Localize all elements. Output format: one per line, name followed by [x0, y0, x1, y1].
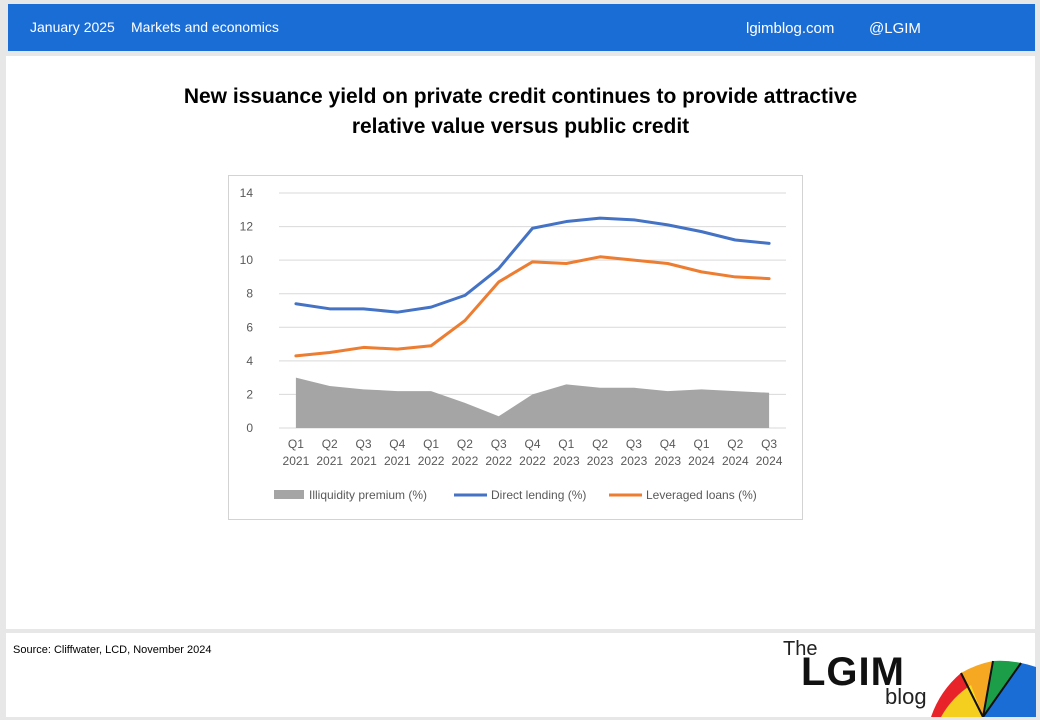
x-tick-label-quarter: Q1 [288, 437, 304, 451]
legend-swatch-area [274, 490, 304, 499]
x-tick-label-year: 2023 [587, 454, 614, 468]
header-section-link[interactable]: Markets and economics [131, 19, 279, 35]
x-tick-label-quarter: Q3 [491, 437, 507, 451]
logo-lgim-text: LGIM [801, 650, 905, 694]
legend-label: Illiquidity premium (%) [309, 488, 427, 502]
y-tick-label: 0 [246, 421, 253, 435]
legend-label: Direct lending (%) [491, 488, 586, 502]
y-axis: 0 2 4 6 8 10 12 14 [240, 186, 254, 435]
x-tick-label-year: 2024 [688, 454, 715, 468]
x-tick-label-quarter: Q1 [423, 437, 439, 451]
legend-label: Leveraged loans (%) [646, 488, 757, 502]
y-tick-label: 4 [246, 354, 253, 368]
y-tick-label: 2 [246, 387, 253, 401]
title-line-1: New issuance yield on private credit con… [183, 85, 858, 108]
legend: Illiquidity premium (%) Direct lending (%… [274, 488, 757, 502]
x-tick-label-quarter: Q2 [322, 437, 338, 451]
x-tick-label-year: 2024 [722, 454, 749, 468]
x-tick-label-quarter: Q3 [626, 437, 642, 451]
umbrella-logo-icon [931, 660, 1036, 717]
top-banner: January 2025 Markets and economics lgimb… [8, 4, 1035, 51]
y-tick-label: 12 [240, 220, 254, 234]
source-note: Source: Cliffwater, LCD, November 2024 [13, 644, 212, 656]
header-site-link[interactable]: lgimblog.com [746, 20, 835, 37]
x-tick-label-year: 2022 [452, 454, 479, 468]
y-tick-label: 10 [240, 253, 254, 267]
x-tick-label-quarter: Q2 [727, 437, 743, 451]
x-tick-label-quarter: Q3 [355, 437, 371, 451]
x-tick-label-quarter: Q4 [660, 437, 676, 451]
x-tick-label-year: 2022 [519, 454, 546, 468]
x-tick-label-quarter: Q4 [524, 437, 540, 451]
x-tick-label-quarter: Q1 [693, 437, 709, 451]
header-twitter-handle[interactable]: @LGIM [869, 20, 921, 37]
slide-body: New issuance yield on private credit con… [6, 56, 1035, 629]
x-axis: Q1 2021 Q2 2021 Q3 2021 Q4 2021 Q1 2022 Q2 2022 Q3 20… [283, 437, 783, 468]
header-date: January 2025 [30, 19, 115, 35]
x-tick-label-year: 2022 [485, 454, 512, 468]
y-tick-label: 6 [246, 320, 253, 334]
yield-chart: 0 2 4 6 8 10 12 14 Q1 2021 Q2 2021 Q3 2021 Q4 2021 Q1 20… [240, 186, 786, 502]
x-tick-label-quarter: Q2 [457, 437, 473, 451]
x-tick-label-year: 2021 [283, 454, 310, 468]
x-tick-label-year: 2023 [654, 454, 681, 468]
x-tick-label-year: 2021 [350, 454, 377, 468]
x-tick-label-year: 2023 [621, 454, 648, 468]
x-tick-label-year: 2024 [756, 454, 783, 468]
title-line-2: relative value versus public credit [351, 115, 690, 138]
series-area-illiquidity-premium [295, 377, 770, 428]
series-line-2 [294, 255, 771, 358]
x-tick-label-quarter: Q2 [592, 437, 608, 451]
footer-bar: Source: Cliffwater, LCD, November 2024 T… [6, 633, 1036, 717]
y-tick-label: 14 [240, 186, 254, 200]
y-tick-label: 8 [246, 287, 253, 301]
x-tick-label-quarter: Q3 [761, 437, 777, 451]
series-line-1 [294, 216, 771, 314]
logo-blog-text: blog [885, 684, 927, 709]
x-tick-label-quarter: Q1 [558, 437, 574, 451]
line-series [294, 216, 771, 358]
chart-frame: 0 2 4 6 8 10 12 14 Q1 2021 Q2 2021 Q3 2021 Q4 2021 Q1 20… [228, 175, 803, 520]
x-tick-label-quarter: Q4 [389, 437, 405, 451]
x-tick-label-year: 2021 [316, 454, 343, 468]
x-tick-label-year: 2023 [553, 454, 580, 468]
x-tick-label-year: 2021 [384, 454, 411, 468]
logo-the-text: The [783, 638, 818, 660]
area-series [295, 377, 770, 428]
x-tick-label-year: 2022 [418, 454, 445, 468]
chart-title: New issuance yield on private credit con… [6, 82, 1035, 142]
